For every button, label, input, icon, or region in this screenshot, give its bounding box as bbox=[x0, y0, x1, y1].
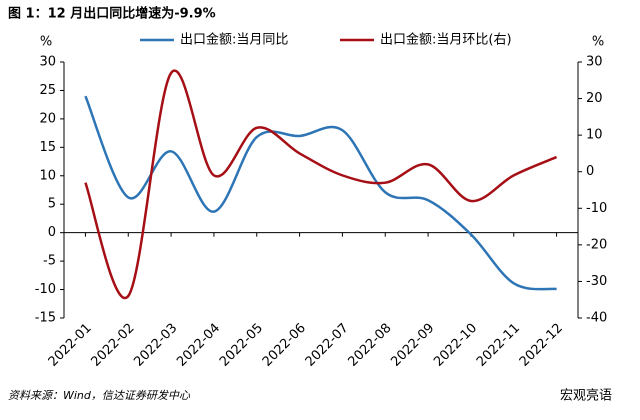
y2-tick-label: -20 bbox=[586, 237, 607, 252]
y2-tick-label: 20 bbox=[586, 91, 603, 106]
legend-label: 出口金额:当月环比(右) bbox=[380, 32, 512, 48]
legend-label: 出口金额:当月同比 bbox=[180, 32, 288, 48]
x-tick-label: 2022-01 bbox=[46, 321, 95, 370]
y-tick-label: 10 bbox=[39, 168, 56, 183]
y-tick-label: 20 bbox=[39, 111, 56, 126]
y-tick-label: 0 bbox=[48, 225, 56, 240]
y-tick-label: -5 bbox=[43, 254, 56, 269]
x-tick-label: 2022-06 bbox=[260, 321, 309, 370]
x-tick-label: 2022-03 bbox=[131, 321, 180, 370]
y2-tick-label: 0 bbox=[586, 164, 594, 179]
x-tick-label: 2022-05 bbox=[217, 321, 266, 370]
y-tick-label: 15 bbox=[39, 140, 56, 155]
y-axis-label: % bbox=[40, 35, 52, 50]
chart-title: 图 1：12 月出口同比增速为-9.9% bbox=[8, 6, 216, 22]
x-tick-label: 2022-10 bbox=[431, 321, 480, 370]
y-tick-label: 25 bbox=[39, 83, 56, 98]
y2-tick-label: 30 bbox=[586, 55, 603, 70]
x-tick-label: 2022-08 bbox=[346, 321, 395, 370]
watermark: 宏观亮语 bbox=[560, 388, 612, 404]
x-tick-label: 2022-04 bbox=[174, 321, 223, 370]
source: 资料来源：Wind，信达证券研发中心 bbox=[8, 389, 191, 402]
x-tick-label: 2022-09 bbox=[388, 321, 437, 370]
series-line bbox=[84, 95, 557, 291]
series-line bbox=[84, 69, 558, 300]
y2-tick-label: -10 bbox=[586, 201, 607, 216]
y2-tick-label: -30 bbox=[586, 274, 607, 289]
y2-tick-label: 10 bbox=[586, 128, 603, 143]
x-tick-label: 2022-12 bbox=[517, 321, 566, 370]
y-tick-label: 5 bbox=[48, 197, 56, 212]
y-tick-label: -15 bbox=[35, 311, 56, 326]
x-tick-label: 2022-02 bbox=[89, 321, 138, 370]
y-tick-label: 30 bbox=[39, 55, 56, 70]
y2-tick-label: -40 bbox=[586, 311, 607, 326]
x-tick-label: 2022-07 bbox=[303, 321, 352, 370]
y2-axis-label: % bbox=[592, 35, 604, 50]
y-tick-label: -10 bbox=[35, 282, 56, 297]
x-tick-label: 2022-11 bbox=[474, 321, 523, 370]
